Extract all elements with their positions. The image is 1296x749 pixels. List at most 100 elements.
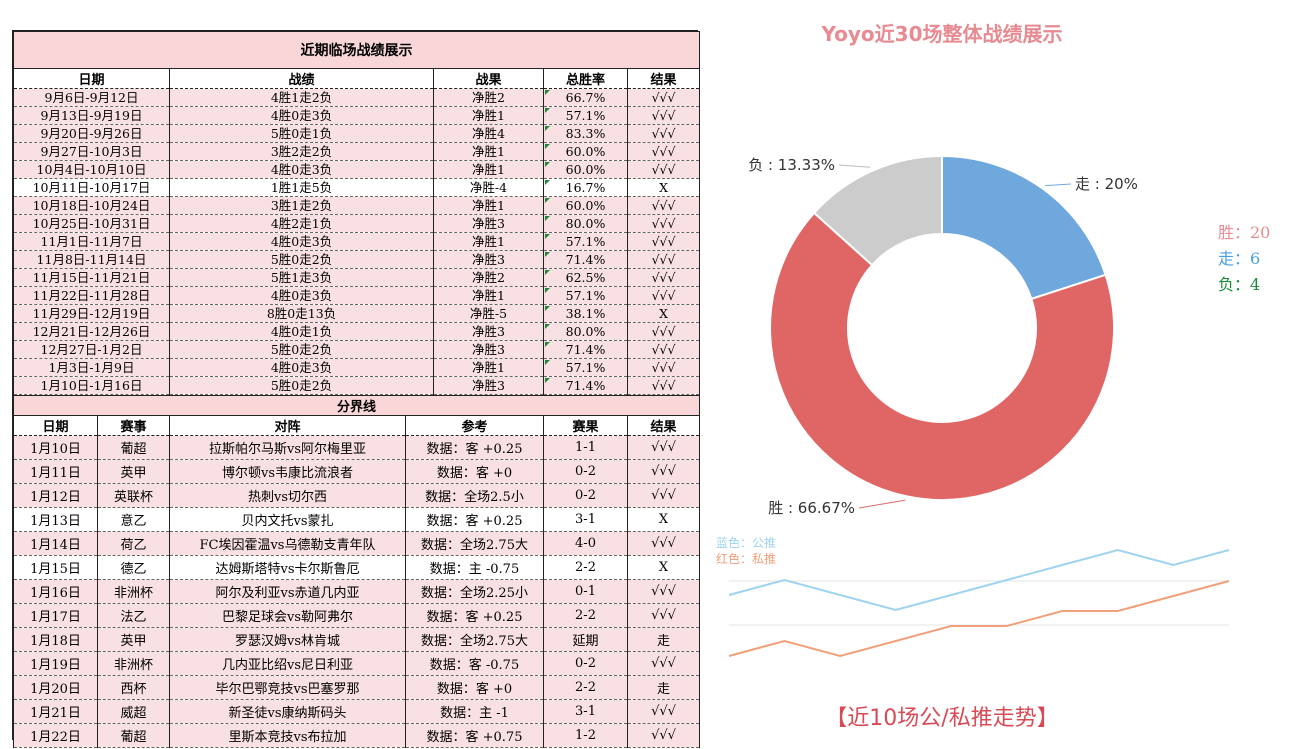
rate-cell: 80.0% <box>543 214 628 233</box>
pie-slice-2 <box>812 154 943 267</box>
result-cell: √√√ <box>626 322 701 341</box>
column-header: 结果 <box>626 415 701 436</box>
date-cell: 1月19日 <box>13 651 98 676</box>
date-cell: 12月21日-12月26日 <box>13 322 170 341</box>
date-cell: 10月18日-10月24日 <box>13 196 170 215</box>
table-row: 1月10日 葡超 拉斯帕尔马斯vs阿尔梅里亚 数据：客 +0.25 1-1 √√√ <box>13 435 701 460</box>
date-cell: 1月22日 <box>13 723 98 748</box>
legend-private: 红色：私推 <box>716 552 777 566</box>
table-row: 10月18日-10月24日 3胜1走2负 净胜1 60.0% √√√ <box>13 196 701 215</box>
result-cell: X <box>626 178 701 197</box>
record-cell: 4胜0走3负 <box>169 106 434 125</box>
outcome-cell: 净胜3 <box>433 214 544 233</box>
table-row: 9月20日-9月26日 5胜0走1负 净胜4 83.3% √√√ <box>13 124 701 143</box>
record-cell: 5胜0走2负 <box>169 340 434 359</box>
table-row: 1月18日 英甲 罗瑟汉姆vs林肯城 数据：全场2.75大 延期走 <box>13 627 701 652</box>
score-cell: 3-1 <box>543 507 628 532</box>
match-cell: 贝内文托vs蒙扎 <box>169 507 406 532</box>
match-cell: 巴黎足球会vs勒阿弗尔 <box>169 603 406 628</box>
table-row: 11月22日-11月28日 4胜0走3负 净胜1 57.1% √√√ <box>13 286 701 305</box>
recent-title: 近期临场战绩展示 <box>12 31 701 69</box>
match-cell: 热刺vs切尔西 <box>169 483 406 508</box>
result-cell: √√√ <box>626 214 701 233</box>
result-cell: √√√ <box>626 142 701 161</box>
match-table: 分界线 日期 赛事 对阵 参考 赛果 结果 1月10日 葡超 拉斯帕尔马斯vs阿尔梅里亚 数据：… <box>12 395 701 748</box>
reference-cell: 数据：客 -0.75 <box>405 651 544 676</box>
table-row: 1月20日 西杯 毕尔巴鄂竞技vs巴塞罗那 数据：客 +0 2-2 走 <box>13 675 701 700</box>
reference-cell: 数据：客 +0.25 <box>405 507 544 532</box>
result-cell: √√√ <box>626 106 701 125</box>
table-row: 12月21日-12月26日 4胜0走1负 净胜3 80.0% √√√ <box>13 322 701 341</box>
public-trend-line <box>728 548 1230 612</box>
league-cell: 非洲杯 <box>97 651 170 676</box>
date-cell: 1月20日 <box>13 675 98 700</box>
outcome-cell: 净胜1 <box>433 106 544 125</box>
column-header: 战绩 <box>169 68 434 89</box>
record-cell: 4胜0走3负 <box>169 160 434 179</box>
result-cell: √√√ <box>626 579 701 604</box>
result-cell: √√√ <box>626 603 701 628</box>
record-cell: 5胜0走1负 <box>169 124 434 143</box>
result-cell: X <box>626 555 701 580</box>
result-cell: √√√ <box>626 531 701 556</box>
league-cell: 英甲 <box>97 627 170 652</box>
match-cell: 罗瑟汉姆vs林肯城 <box>169 627 406 652</box>
match-cell: FC埃因霍温vs乌德勒支青年队 <box>169 531 406 556</box>
outcome-cell: 净胜2 <box>433 268 544 287</box>
reference-cell: 数据：全场2.75大 <box>405 627 544 652</box>
result-cell: √√√ <box>626 286 701 305</box>
result-cell: 走 <box>626 627 701 652</box>
trend-caption: 【近10场公/私推走势】 <box>825 706 1059 731</box>
rate-cell: 71.4% <box>543 250 628 269</box>
record-cell: 4胜2走1负 <box>169 214 434 233</box>
score-cell: 4-0 <box>543 531 628 556</box>
date-cell: 1月21日 <box>13 699 98 724</box>
result-cell: √√√ <box>626 196 701 215</box>
date-cell: 9月20日-9月26日 <box>13 124 170 143</box>
match-cell: 里斯本竞技vs布拉加 <box>169 723 406 748</box>
league-cell: 法乙 <box>97 603 170 628</box>
private-trend-line <box>728 580 1230 658</box>
column-header: 对阵 <box>169 415 406 436</box>
rate-cell: 57.1% <box>543 286 628 305</box>
table-row: 10月4日-10月10日 4胜0走3负 净胜1 60.0% √√√ <box>13 160 701 179</box>
reference-cell: 数据：全场2.75大 <box>405 531 544 556</box>
reference-cell: 数据：客 +0 <box>405 459 544 484</box>
table-row: 1月11日 英甲 博尔顿vs韦康比流浪者 数据：客 +0 0-2 √√√ <box>13 459 701 484</box>
outcome-cell: 净胜3 <box>433 250 544 269</box>
score-cell: 0-1 <box>543 579 628 604</box>
reference-cell: 数据：主 -0.75 <box>405 555 544 580</box>
table-row: 9月13日-9月19日 4胜0走3负 净胜1 57.1% √√√ <box>13 106 701 125</box>
record-cell: 5胜0走2负 <box>169 376 434 395</box>
match-cell: 阿尔及利亚vs赤道几内亚 <box>169 579 406 604</box>
score-cell: 3-1 <box>543 699 628 724</box>
legend-win: 胜：20 <box>1218 223 1271 242</box>
result-cell: √√√ <box>626 250 701 269</box>
pie-label-1: 胜 : 66.67% <box>768 499 855 517</box>
score-cell: 1-2 <box>543 723 628 748</box>
rate-cell: 71.4% <box>543 376 628 395</box>
league-cell: 意乙 <box>97 507 170 532</box>
rate-cell: 57.1% <box>543 106 628 125</box>
date-cell: 10月11日-10月17日 <box>13 178 170 197</box>
match-cell: 博尔顿vs韦康比流浪者 <box>169 459 406 484</box>
pie-label-line-2 <box>838 164 871 168</box>
record-cell: 4胜0走1负 <box>169 322 434 341</box>
outcome-cell: 净胜-4 <box>433 178 544 197</box>
table-row: 10月11日-10月17日 1胜1走5负 净胜-4 16.7% X <box>13 178 701 197</box>
league-cell: 非洲杯 <box>97 579 170 604</box>
rate-cell: 80.0% <box>543 322 628 341</box>
date-cell: 9月6日-9月12日 <box>13 88 170 107</box>
result-cell: √√√ <box>626 459 701 484</box>
table-row: 1月17日 法乙 巴黎足球会vs勒阿弗尔 数据：客 +0.25 2-2 √√√ <box>13 603 701 628</box>
outcome-cell: 净胜3 <box>433 376 544 395</box>
result-cell: √√√ <box>626 376 701 395</box>
rate-cell: 66.7% <box>543 88 628 107</box>
reference-cell: 数据：客 +0.25 <box>405 435 544 460</box>
column-header: 日期 <box>13 415 98 436</box>
rate-cell: 57.1% <box>543 232 628 251</box>
recent-record-table: 近期临场战绩展示 日期 战绩 战果 总胜率 结果 9月6日-9月12日 4胜1走2负 净胜2… <box>12 31 701 395</box>
score-cell: 0-2 <box>543 651 628 676</box>
record-cell: 4胜0走3负 <box>169 286 434 305</box>
table-row: 1月22日 葡超 里斯本竞技vs布拉加 数据：客 +0.75 1-2 √√√ <box>13 723 701 748</box>
